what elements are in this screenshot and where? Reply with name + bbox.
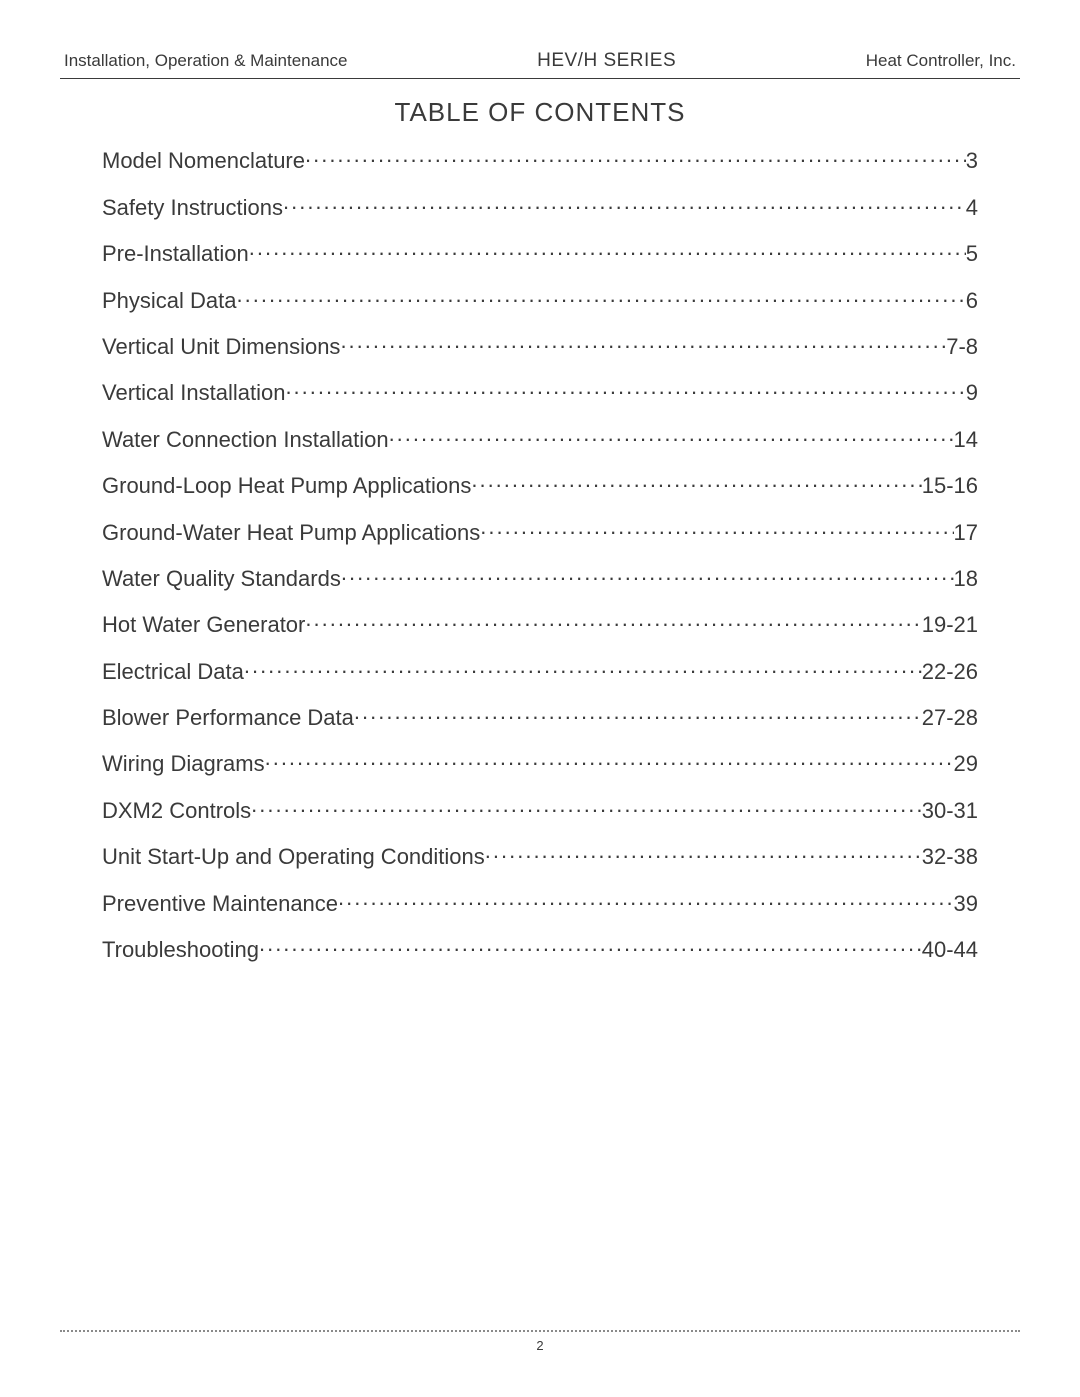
toc-entry-label: Electrical Data <box>102 659 244 685</box>
toc-entry: Vertical Unit Dimensions 7-8 <box>102 328 978 360</box>
toc-entry: Blower Performance Data 27-28 <box>102 699 978 731</box>
toc-entry-page: 18 <box>954 566 978 592</box>
toc-entry-leader <box>285 374 965 400</box>
toc-entry-page: 32-38 <box>922 844 978 870</box>
toc-entry-page: 40-44 <box>922 937 978 963</box>
toc-entry-page: 22-26 <box>922 659 978 685</box>
toc-entry-leader <box>265 745 954 771</box>
toc-entry: Physical Data 6 <box>102 281 978 313</box>
toc-entry-leader <box>389 420 954 446</box>
toc-entry-leader <box>338 884 953 910</box>
toc-entry-label: Water Quality Standards <box>102 566 341 592</box>
toc-entry-label: Hot Water Generator <box>102 612 305 638</box>
toc-entry: Water Quality Standards 18 <box>102 560 978 592</box>
toc-entry: Model Nomenclature 3 <box>102 142 978 174</box>
toc-entry-label: Vertical Unit Dimensions <box>102 334 340 360</box>
toc-entry-leader <box>251 791 922 817</box>
toc-entry: Ground-Water Heat Pump Applications 17 <box>102 513 978 545</box>
header-left: Installation, Operation & Maintenance <box>64 51 348 71</box>
toc-entry: Electrical Data 22-26 <box>102 652 978 684</box>
toc-entry: Vertical Installation 9 <box>102 374 978 406</box>
toc-entry-page: 17 <box>954 520 978 546</box>
toc-entry-page: 3 <box>966 148 978 174</box>
page: Installation, Operation & Maintenance HE… <box>0 0 1080 1397</box>
toc-entry-label: Blower Performance Data <box>102 705 354 731</box>
header-center: HEV/H SERIES <box>348 50 866 72</box>
toc-entry-leader <box>305 606 921 632</box>
toc-entry-label: Ground-Water Heat Pump Applications <box>102 520 480 546</box>
toc-entry-leader <box>480 513 953 539</box>
toc-entry: Preventive Maintenance 39 <box>102 884 978 916</box>
toc-entry-page: 15-16 <box>922 473 978 499</box>
toc-entry-label: Safety Instructions <box>102 195 283 221</box>
toc-entry-page: 27-28 <box>922 705 978 731</box>
toc-entry-label: Model Nomenclature <box>102 148 305 174</box>
toc-entry-leader <box>340 328 946 354</box>
toc-entry: DXM2 Controls 30-31 <box>102 791 978 823</box>
toc-entry-leader <box>305 142 966 168</box>
toc-entry-label: Wiring Diagrams <box>102 751 265 777</box>
table-of-contents: Model Nomenclature 3 Safety Instructions 4… <box>60 142 1020 963</box>
toc-entry: Water Connection Installation 14 <box>102 420 978 452</box>
header-rule <box>60 78 1020 79</box>
toc-entry-page: 5 <box>966 241 978 267</box>
toc-entry-label: Water Connection Installation <box>102 427 389 453</box>
page-header: Installation, Operation & Maintenance HE… <box>60 50 1020 78</box>
toc-entry-leader <box>485 838 922 864</box>
toc-entry-page: 14 <box>954 427 978 453</box>
toc-entry-page: 39 <box>954 891 978 917</box>
toc-entry-leader <box>341 560 954 586</box>
toc-entry-label: Ground-Loop Heat Pump Applications <box>102 473 471 499</box>
toc-entry-page: 30-31 <box>922 798 978 824</box>
toc-entry-label: Unit Start-Up and Operating Conditions <box>102 844 485 870</box>
toc-entry-leader <box>283 188 966 214</box>
toc-entry-page: 7-8 <box>946 334 978 360</box>
header-right: Heat Controller, Inc. <box>866 51 1016 71</box>
toc-entry: Safety Instructions 4 <box>102 188 978 220</box>
toc-entry-label: Troubleshooting <box>102 937 259 963</box>
toc-entry: Ground-Loop Heat Pump Applications 15-16 <box>102 467 978 499</box>
toc-entry-leader <box>237 281 966 307</box>
toc-entry: Unit Start-Up and Operating Conditions 32… <box>102 838 978 870</box>
page-number: 2 <box>60 1338 1020 1353</box>
page-footer: 2 <box>60 1330 1020 1353</box>
toc-entry: Hot Water Generator 19-21 <box>102 606 978 638</box>
toc-entry-leader <box>249 235 966 261</box>
toc-entry: Pre-Installation 5 <box>102 235 978 267</box>
toc-entry-page: 9 <box>966 380 978 406</box>
toc-entry-page: 29 <box>954 751 978 777</box>
toc-entry-leader <box>471 467 921 493</box>
toc-entry-leader <box>244 652 922 678</box>
toc-entry-leader <box>259 931 922 957</box>
toc-entry-page: 6 <box>966 288 978 314</box>
toc-entry-label: Physical Data <box>102 288 237 314</box>
toc-entry-leader <box>354 699 922 725</box>
toc-title: TABLE OF CONTENTS <box>60 97 1020 128</box>
toc-entry-label: Preventive Maintenance <box>102 891 338 917</box>
toc-entry-page: 19-21 <box>922 612 978 638</box>
toc-entry-label: DXM2 Controls <box>102 798 251 824</box>
toc-entry: Wiring Diagrams 29 <box>102 745 978 777</box>
footer-dotted-rule <box>60 1330 1020 1332</box>
toc-entry-label: Vertical Installation <box>102 380 285 406</box>
toc-entry-label: Pre-Installation <box>102 241 249 267</box>
toc-entry: Troubleshooting 40-44 <box>102 931 978 963</box>
toc-entry-page: 4 <box>966 195 978 221</box>
